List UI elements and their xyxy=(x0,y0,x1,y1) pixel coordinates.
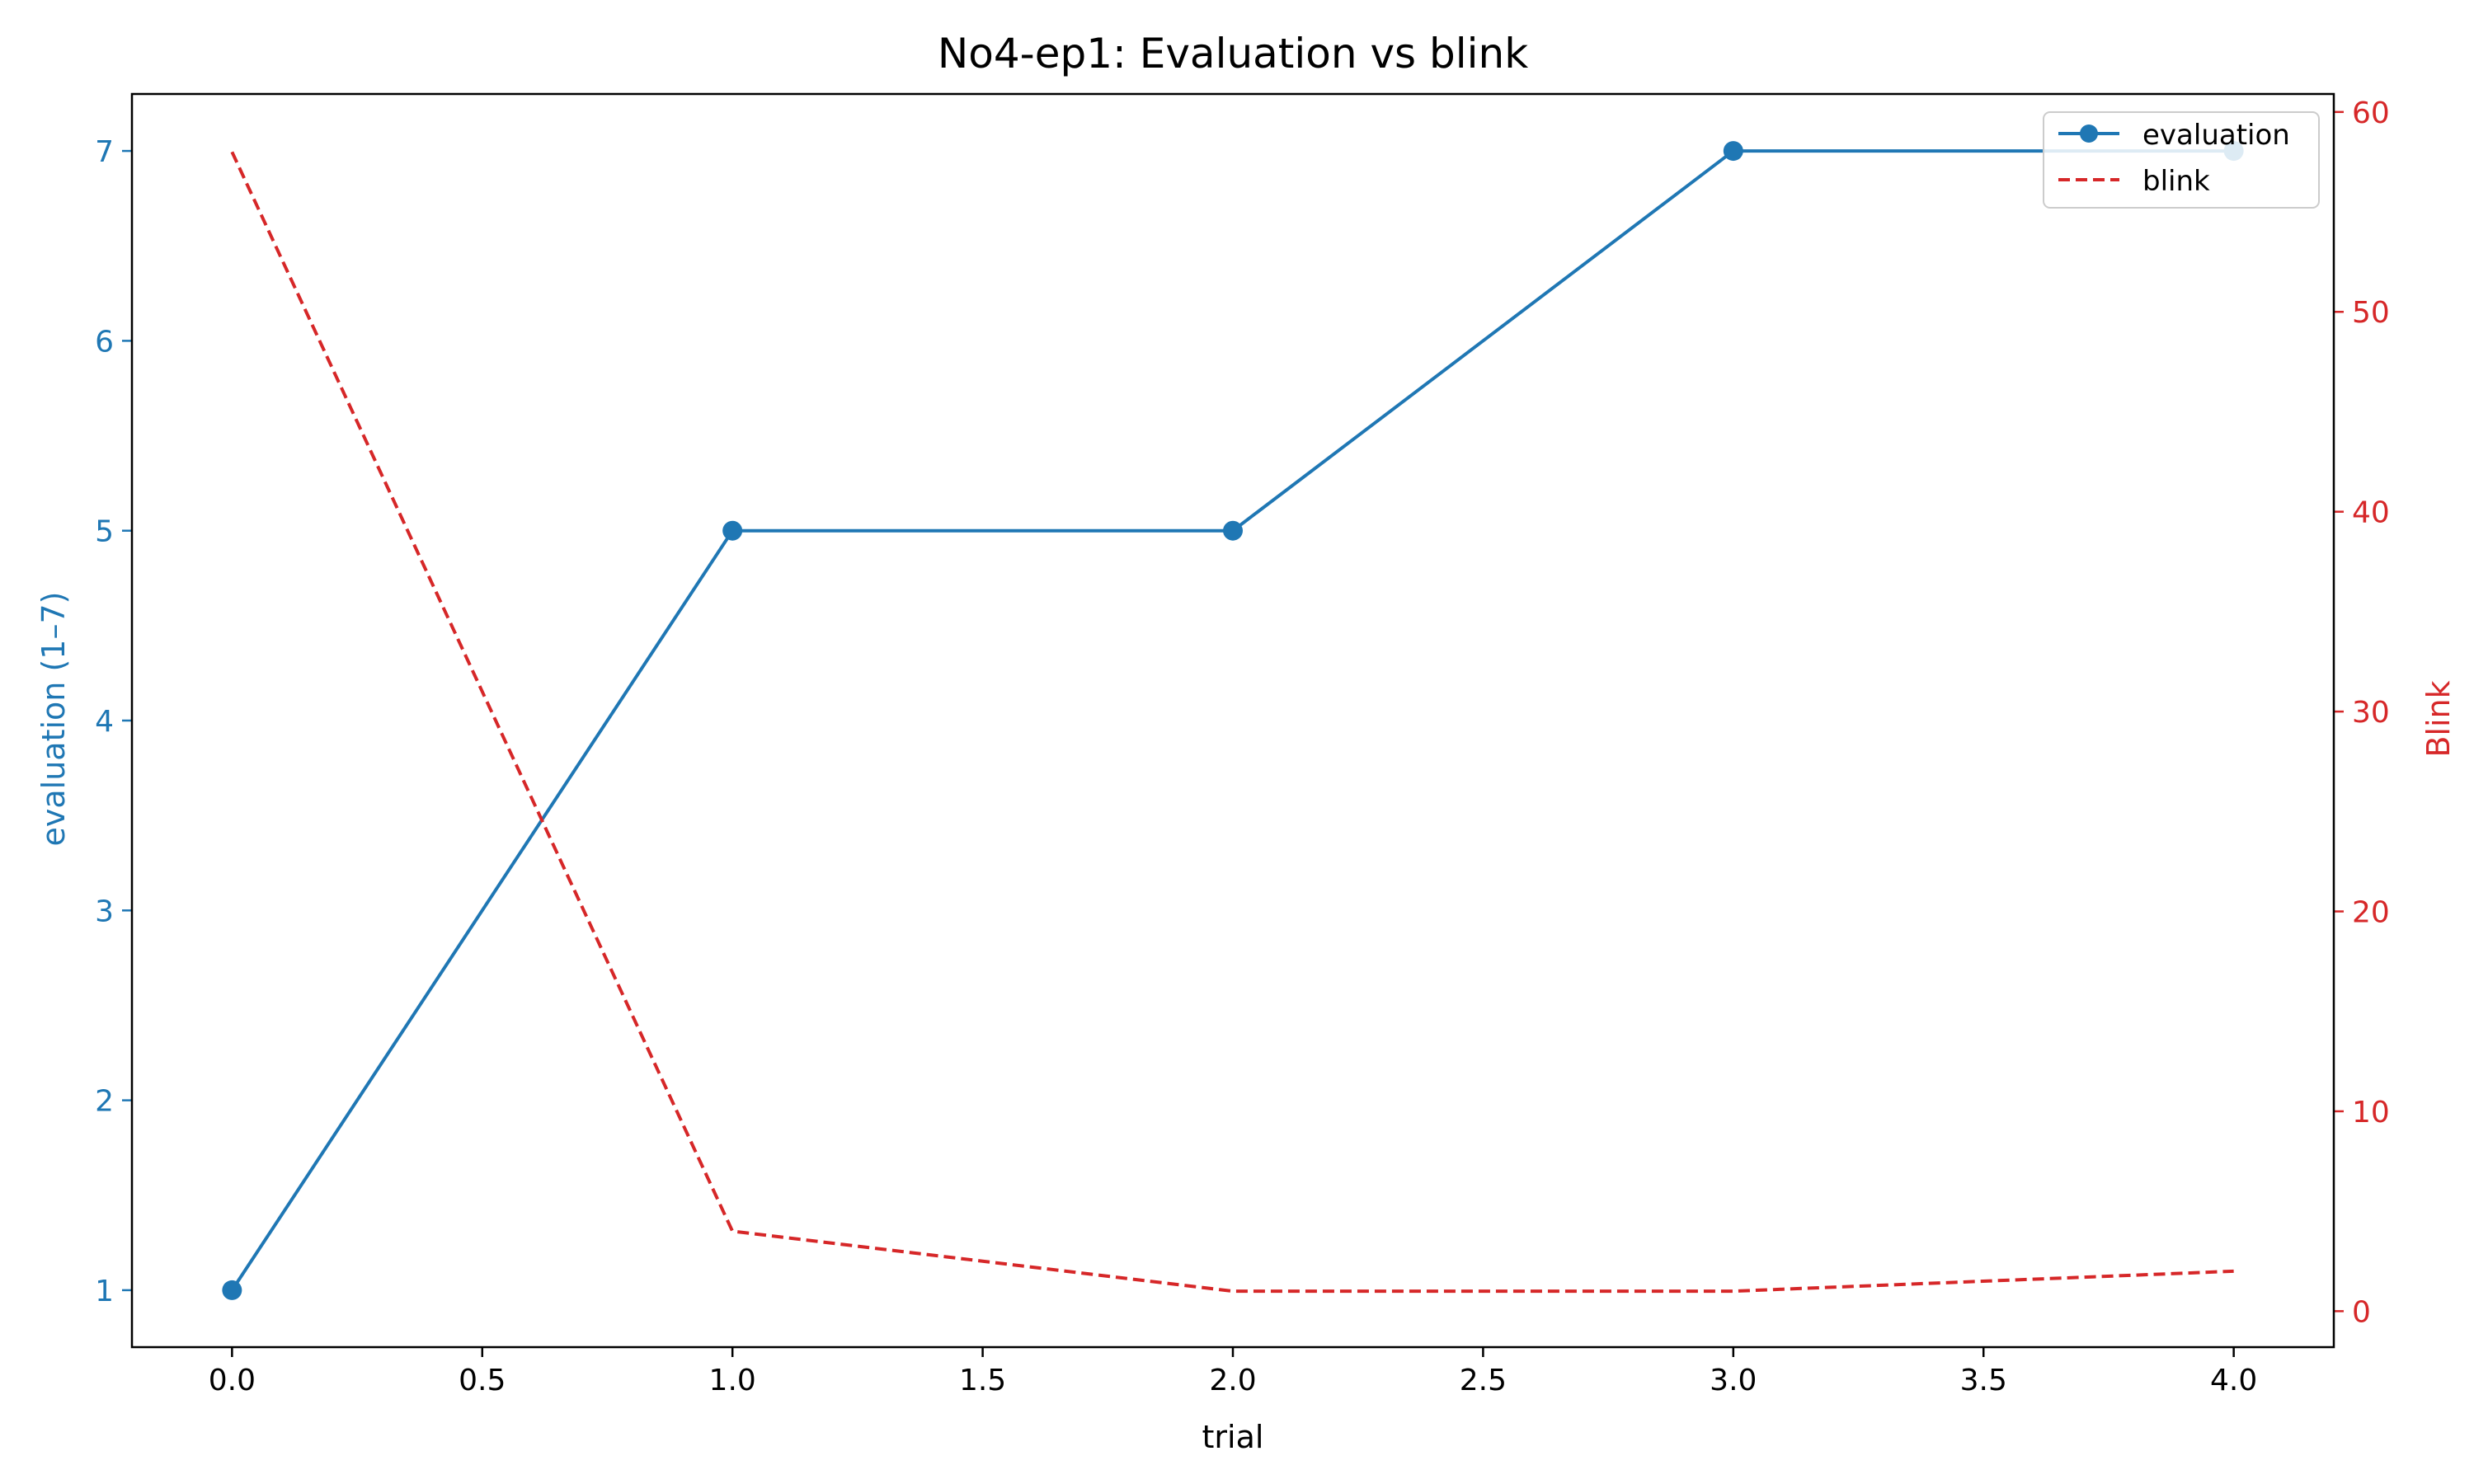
x-axis-label: trial xyxy=(1202,1419,1264,1455)
right-y-tick-label: 60 xyxy=(2352,96,2390,130)
right-y-axis-label: Blink xyxy=(2420,680,2457,757)
series-evaluation-point xyxy=(1723,141,1743,162)
x-tick-label: 0.0 xyxy=(209,1364,256,1397)
left-y-tick-label: 1 xyxy=(95,1275,114,1308)
right-y-tick-label: 30 xyxy=(2352,696,2390,730)
left-y-tick-label: 2 xyxy=(95,1085,114,1119)
series-evaluation-point xyxy=(722,520,743,541)
x-tick-label: 1.0 xyxy=(709,1364,756,1397)
right-y-tick-label: 0 xyxy=(2352,1295,2371,1329)
left-y-tick-label: 3 xyxy=(95,895,114,928)
legend-evaluation-label: evaluation xyxy=(2142,119,2290,152)
series-evaluation-point xyxy=(222,1280,242,1300)
right-y-tick-label: 20 xyxy=(2352,896,2390,930)
series-evaluation-point xyxy=(1223,520,1243,541)
right-y-tick-label: 40 xyxy=(2352,496,2390,530)
legend-blink-label: blink xyxy=(2142,165,2210,198)
left-y-axis-label: evaluation (1–7) xyxy=(35,592,72,847)
left-y-tick-label: 6 xyxy=(95,325,114,359)
left-y-tick-label: 5 xyxy=(95,515,114,549)
right-y-axis: 0 10 20 30 40 50 60 xyxy=(2334,96,2390,1329)
left-y-tick-label: 7 xyxy=(95,135,114,169)
x-tick-label: 2.5 xyxy=(1460,1364,1507,1397)
x-tick-label: 3.0 xyxy=(1710,1364,1757,1397)
left-y-axis: 1 2 3 4 5 6 7 xyxy=(95,135,132,1308)
legend: evaluation blink xyxy=(2043,111,2320,209)
chart-title: No4-ep1: Evaluation vs blink xyxy=(938,30,1528,77)
x-tick-label: 1.5 xyxy=(959,1364,1006,1397)
x-axis: 0.0 0.5 1.0 1.5 2.0 2.5 3.0 3.5 4.0 xyxy=(209,1347,2257,1397)
left-y-tick-label: 4 xyxy=(95,705,114,739)
series-layer xyxy=(222,141,2244,1300)
plot-frame xyxy=(130,92,2335,1349)
x-tick-label: 0.5 xyxy=(459,1364,506,1397)
right-y-tick-label: 50 xyxy=(2352,296,2390,330)
legend-box xyxy=(2043,111,2320,209)
series-blink-line xyxy=(230,151,2234,1294)
x-tick-label: 4.0 xyxy=(2210,1364,2257,1397)
x-tick-label: 3.5 xyxy=(1960,1364,2007,1397)
x-tick-label: 2.0 xyxy=(1209,1364,1256,1397)
legend-evaluation-marker xyxy=(2080,124,2098,143)
right-y-tick-label: 10 xyxy=(2352,1096,2390,1129)
